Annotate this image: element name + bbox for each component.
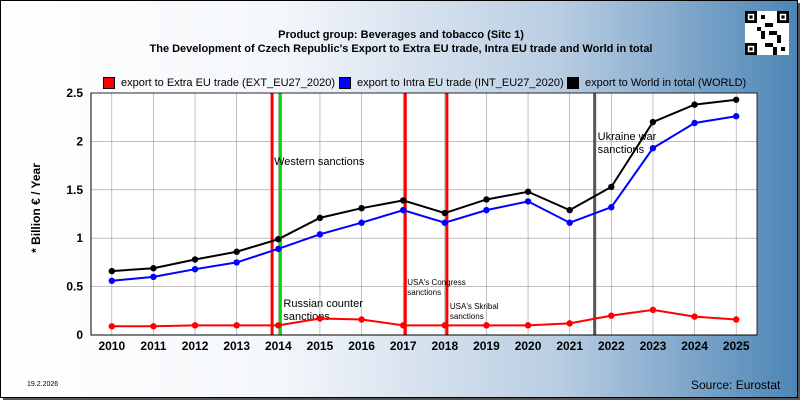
y-tick-label: 1.5: [66, 183, 83, 197]
plot-area: [91, 93, 757, 335]
x-tick-label: 2020: [515, 339, 542, 353]
data-point: [150, 323, 157, 330]
legend-swatch: [339, 77, 351, 89]
data-point: [483, 196, 490, 203]
chart-source: Source: Eurostat: [691, 378, 781, 392]
data-point: [191, 322, 199, 329]
data-point: [732, 316, 740, 323]
event-label: USA's Congress sanctions: [407, 278, 465, 297]
legend-item-extra-eu: export to Extra EU trade (EXT_EU27_2020): [103, 77, 335, 89]
data-point: [233, 259, 240, 266]
data-point: [691, 101, 698, 108]
data-point: [483, 322, 490, 329]
data-point: [399, 197, 407, 204]
data-point: [275, 245, 282, 253]
data-point: [649, 118, 657, 126]
legend-label: export to Extra EU trade (EXT_EU27_2020): [121, 77, 335, 89]
data-point: [108, 323, 116, 330]
chart-product-group: Product group: Beverages and tobacco (Si…: [278, 29, 524, 41]
data-point: [316, 214, 324, 222]
data-point: [566, 219, 573, 226]
data-point: [441, 322, 449, 329]
data-point: [566, 320, 573, 327]
x-tick-label: 2022: [598, 339, 625, 353]
legend-label: export to World in total (WORLD): [585, 77, 747, 89]
x-tick-label: 2024: [681, 339, 708, 353]
data-point: [483, 206, 490, 214]
event-label: Western sanctions: [274, 156, 365, 168]
data-point: [358, 316, 365, 323]
y-tick-label: 2: [76, 134, 83, 148]
x-tick-label: 2013: [223, 339, 250, 353]
data-point: [150, 265, 157, 272]
x-tick-label: 2015: [307, 339, 334, 353]
y-tick-label: 2.5: [66, 86, 83, 100]
data-point: [524, 322, 532, 329]
data-point: [316, 315, 324, 322]
legend-swatch: [103, 77, 115, 89]
x-tick-label: 2016: [348, 339, 375, 353]
data-point: [275, 322, 282, 329]
data-point: [732, 113, 740, 120]
x-tick-label: 2011: [140, 339, 166, 353]
data-point: [608, 312, 615, 319]
y-tick-label: 0.5: [66, 280, 83, 294]
data-point: [399, 206, 407, 214]
data-point: [275, 235, 282, 243]
data-point: [441, 219, 449, 226]
data-point: [691, 119, 698, 127]
y-tick-label: 1: [76, 231, 83, 245]
legend-item-world: export to World in total (WORLD): [567, 77, 746, 89]
x-tick-label: 2025: [723, 339, 750, 353]
data-point: [358, 204, 365, 212]
legend-label: export to Intra EU trade (INT_EU27_2020): [357, 77, 564, 89]
data-point: [108, 277, 116, 284]
data-point: [399, 322, 407, 329]
x-tick-label: 2021: [556, 339, 583, 353]
data-point: [691, 313, 698, 320]
data-point: [649, 306, 657, 314]
chart-legend: export to Extra EU trade (EXT_EU27_2020)…: [1, 77, 797, 93]
data-point: [150, 273, 157, 281]
data-point: [524, 188, 532, 195]
event-label: USA's Skribal sanctions: [450, 302, 499, 321]
data-point: [233, 322, 240, 329]
data-point: [608, 183, 615, 191]
series-line-2: [111, 98, 737, 273]
chart-title: The Development of Czech Republic's Expo…: [149, 43, 653, 55]
data-point: [191, 256, 199, 263]
data-point: [441, 209, 449, 217]
x-tick-label: 2017: [390, 339, 417, 353]
chart-date: 19.2.2026: [27, 381, 59, 388]
x-tick-label: 2023: [640, 339, 667, 353]
x-tick-label: 2014: [265, 339, 292, 353]
legend-swatch: [567, 77, 579, 89]
series-line-0: [111, 308, 737, 328]
data-point: [524, 198, 532, 205]
x-tick-label: 2012: [182, 339, 209, 353]
data-point: [233, 248, 240, 255]
data-point: [191, 265, 199, 273]
x-tick-label: 2018: [431, 339, 458, 353]
x-tick-label: 2010: [98, 339, 125, 353]
data-point: [608, 204, 615, 211]
x-tick-label: 2019: [473, 339, 500, 353]
qr-code-icon: [745, 11, 789, 55]
legend-item-intra-eu: export to Intra EU trade (INT_EU27_2020): [339, 77, 564, 89]
data-point: [316, 231, 324, 238]
y-tick-label: 0: [76, 328, 83, 342]
data-point: [566, 206, 573, 214]
data-point: [732, 96, 740, 103]
data-point: [358, 219, 365, 226]
data-point: [108, 267, 116, 275]
plot-border: [90, 92, 758, 336]
series-line-1: [111, 115, 737, 282]
data-point: [649, 144, 657, 152]
